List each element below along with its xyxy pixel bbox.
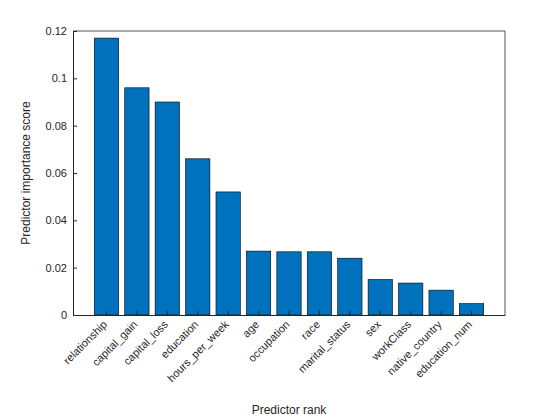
tick: education_num: [413, 311, 475, 380]
bar: [155, 102, 179, 315]
tick-label: 0: [61, 309, 67, 321]
bar: [216, 192, 240, 315]
tick-mark: [136, 311, 137, 315]
y-axis-title: Predictor importance score: [19, 101, 33, 245]
tick-mark: [228, 311, 229, 315]
tick: 0.08: [46, 120, 77, 132]
bars: [94, 38, 483, 315]
tick-mark: [349, 311, 350, 315]
tick-mark: [73, 78, 77, 79]
tick-mark: [380, 311, 381, 315]
tick: age: [240, 311, 261, 340]
tick-label: age: [240, 318, 261, 339]
tick-mark: [167, 311, 168, 315]
tick-mark: [73, 31, 77, 32]
bar: [246, 251, 270, 315]
tick-label: sex: [362, 318, 383, 339]
bar: [368, 280, 392, 316]
tick-mark: [73, 220, 77, 221]
tick: 0.04: [46, 214, 77, 226]
tick: 0.06: [46, 167, 77, 179]
frame: [505, 31, 506, 315]
tick-mark: [289, 311, 290, 315]
tick-label: 0.06: [46, 167, 67, 179]
tick: 0.12: [46, 25, 77, 37]
chart: 0 0.02 0.04 0.06 0.08 0.1 0.12 relationshipcapi…: [0, 0, 560, 420]
tick: race: [299, 311, 323, 342]
tick-mark: [319, 311, 320, 315]
tick-label: 0.04: [46, 214, 67, 226]
bar: [399, 283, 423, 315]
tick-mark: [471, 311, 472, 315]
tick-label: capital_loss: [121, 318, 170, 367]
tick-label: education_num: [413, 318, 475, 380]
bar: [94, 38, 118, 315]
tick-mark: [258, 311, 259, 315]
tick-label: 0.08: [46, 120, 67, 132]
tick-mark: [106, 311, 107, 315]
bar: [429, 290, 453, 315]
tick: native_country: [385, 311, 444, 377]
bar: [459, 304, 483, 315]
x-axis: relationshipcapital_gaincapital_losseduc…: [61, 311, 506, 384]
y-axis: 0 0.02 0.04 0.06 0.08 0.1 0.12: [46, 25, 77, 321]
tick-mark: [441, 311, 442, 315]
tick-mark: [73, 268, 77, 269]
plot-area: 0 0.02 0.04 0.06 0.08 0.1 0.12 relationshipcapi…: [46, 25, 506, 384]
tick-label: 0.12: [46, 25, 67, 37]
bar: [125, 88, 149, 315]
x-axis-title: Predictor rank: [252, 403, 328, 417]
bar: [338, 258, 362, 315]
axis-line: [74, 315, 506, 316]
bar: [277, 252, 301, 315]
tick: marital_status: [296, 311, 353, 375]
tick-label: occupation: [246, 318, 292, 364]
tick-label: 0.02: [46, 262, 67, 274]
tick-label: hours_per_week: [165, 318, 231, 384]
tick-label: marital_status: [296, 318, 353, 375]
tick: occupation: [246, 311, 292, 364]
bar: [186, 159, 210, 315]
tick-mark: [73, 126, 77, 127]
tick: 0.02: [46, 262, 77, 274]
tick: sex: [362, 311, 383, 339]
tick-label: 0.1: [52, 72, 67, 84]
tick-mark: [410, 311, 411, 315]
tick: 0.1: [52, 72, 77, 84]
tick: capital_loss: [121, 311, 170, 367]
tick: hours_per_week: [165, 311, 231, 384]
tick-label: race: [299, 318, 323, 342]
frame: [73, 31, 505, 32]
bar: [307, 252, 331, 315]
tick-mark: [197, 311, 198, 315]
tick-mark: [73, 173, 77, 174]
